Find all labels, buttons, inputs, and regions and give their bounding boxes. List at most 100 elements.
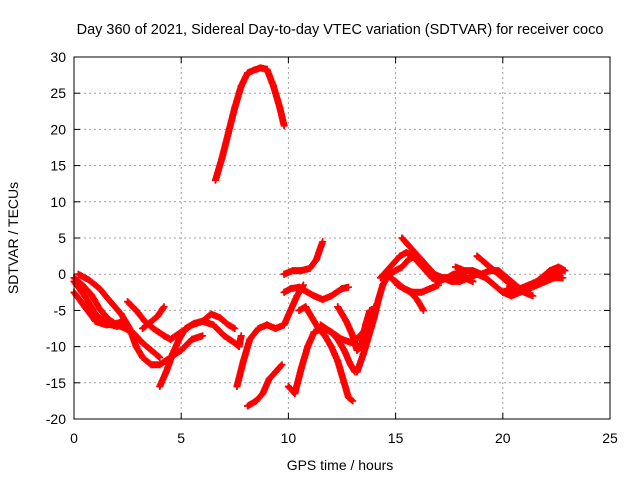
data-point — [349, 397, 357, 405]
data-point — [287, 306, 295, 314]
data-point — [231, 339, 239, 347]
data-point — [400, 285, 408, 293]
x-tick-label: 25 — [602, 430, 618, 446]
data-point — [106, 298, 114, 306]
data-point — [520, 285, 528, 293]
data-point — [293, 292, 301, 300]
data-point — [263, 65, 271, 73]
data-point — [91, 317, 99, 325]
series-arc-14 — [295, 303, 357, 405]
data-point — [265, 375, 273, 383]
y-axis-ticks: -20 -15 -10 -5 0 5 10 15 20 25 30 — [46, 49, 610, 427]
data-point — [156, 361, 164, 369]
data-point — [209, 321, 217, 329]
data-point — [276, 104, 284, 112]
series-arc-22 — [434, 274, 477, 285]
series-arc-9 — [233, 281, 307, 390]
plot-border — [73, 56, 611, 420]
data-point — [392, 277, 400, 285]
data-point — [250, 66, 258, 74]
data-point — [366, 328, 374, 336]
data-point — [490, 267, 498, 275]
data-point — [377, 274, 385, 282]
data-point — [334, 303, 342, 311]
data-point — [334, 357, 342, 365]
data-point — [269, 82, 277, 90]
data-point — [177, 346, 185, 354]
data-point — [419, 306, 427, 314]
data-point — [231, 104, 239, 112]
data-point — [181, 325, 189, 332]
y-tick-label: -20 — [46, 411, 66, 427]
data-point — [347, 361, 355, 369]
data-point — [392, 267, 400, 275]
data-point — [280, 288, 288, 296]
data-point — [338, 285, 346, 293]
data-point — [338, 335, 346, 343]
data-point — [160, 303, 168, 311]
y-tick-label: 30 — [50, 49, 66, 65]
data-point — [117, 310, 125, 318]
data-point — [340, 346, 348, 354]
data-point — [561, 267, 569, 275]
data-point — [490, 281, 498, 289]
data-point — [96, 285, 104, 293]
y-tick-label: 0 — [58, 266, 66, 282]
data-point — [224, 129, 232, 137]
chart-title: Day 360 of 2021, Sidereal Day-to-day VTE… — [77, 22, 604, 38]
data-point — [297, 267, 305, 275]
x-tick-label: 5 — [177, 430, 185, 446]
data-point — [280, 321, 288, 329]
data-point — [546, 267, 554, 275]
data-marks — [70, 64, 569, 410]
data-point — [426, 285, 434, 293]
data-point — [169, 350, 177, 358]
y-tick-label: 10 — [50, 194, 66, 210]
data-point — [396, 252, 404, 260]
data-point — [224, 321, 232, 329]
series-arc-11 — [280, 238, 327, 278]
data-point — [529, 292, 537, 300]
data-point — [244, 402, 252, 410]
data-point — [482, 259, 490, 267]
y-tick-label: 15 — [50, 158, 66, 174]
data-point — [162, 368, 170, 376]
grid-lines — [74, 57, 610, 419]
data-point — [81, 292, 89, 300]
data-point — [319, 296, 327, 304]
y-tick-label: -5 — [54, 302, 67, 318]
data-point — [359, 350, 367, 358]
data-point — [430, 270, 438, 278]
data-point — [212, 176, 220, 184]
data-point — [304, 288, 312, 296]
series-arc-25 — [503, 263, 569, 296]
data-point — [166, 335, 174, 343]
data-point — [477, 270, 485, 278]
data-point — [160, 332, 168, 340]
data-point — [263, 321, 271, 329]
series-arc-18 — [377, 248, 442, 285]
data-point — [342, 317, 350, 325]
data-point — [149, 325, 157, 332]
data-point — [278, 361, 286, 369]
series-arc-10 — [244, 361, 286, 410]
data-point — [257, 64, 265, 72]
data-point — [340, 379, 348, 387]
data-point — [218, 154, 226, 162]
data-point — [156, 382, 164, 390]
data-point — [473, 252, 481, 260]
data-point — [147, 361, 155, 369]
series-arc-21 — [392, 277, 442, 296]
x-tick-label: 10 — [281, 430, 297, 446]
data-point — [295, 306, 303, 314]
data-point — [295, 283, 303, 291]
data-point — [220, 332, 228, 340]
data-point — [374, 296, 382, 304]
data-point — [424, 263, 432, 271]
data-point — [344, 283, 352, 291]
data-point — [190, 319, 198, 327]
data-point — [207, 310, 215, 318]
data-point — [85, 276, 93, 284]
data-point — [87, 290, 95, 298]
